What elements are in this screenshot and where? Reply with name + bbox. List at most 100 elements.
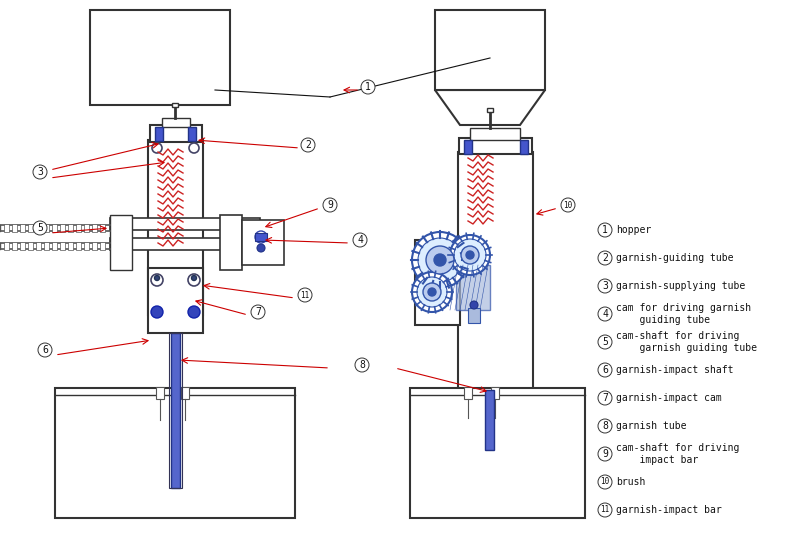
Circle shape <box>598 251 612 265</box>
Bar <box>110 215 132 270</box>
Bar <box>468 308 480 323</box>
Bar <box>155 127 163 141</box>
Bar <box>148 140 203 315</box>
Polygon shape <box>456 265 490 310</box>
Text: 5: 5 <box>37 223 43 233</box>
Circle shape <box>418 238 462 282</box>
Bar <box>36 224 41 232</box>
Text: 8: 8 <box>359 360 365 370</box>
Circle shape <box>598 419 612 433</box>
Circle shape <box>561 198 575 212</box>
Circle shape <box>155 276 159 280</box>
Text: garnish-impact cam: garnish-impact cam <box>616 393 722 403</box>
Circle shape <box>188 306 200 318</box>
Circle shape <box>598 391 612 405</box>
Circle shape <box>450 235 490 275</box>
Bar <box>84 224 89 232</box>
Circle shape <box>598 363 612 377</box>
Bar <box>110 218 260 230</box>
Circle shape <box>151 306 163 318</box>
Bar <box>100 224 105 232</box>
Bar <box>44 242 49 250</box>
Circle shape <box>466 251 474 259</box>
Circle shape <box>33 221 47 235</box>
Circle shape <box>423 283 441 301</box>
Bar <box>28 242 33 250</box>
Bar <box>76 242 81 250</box>
Circle shape <box>255 231 267 243</box>
Bar <box>181 387 189 399</box>
Circle shape <box>151 274 163 286</box>
Bar <box>55 388 295 518</box>
Bar <box>90 10 230 105</box>
Bar <box>171 333 180 488</box>
Bar <box>68 242 73 250</box>
Circle shape <box>189 143 199 153</box>
Bar <box>36 242 41 250</box>
Text: brush: brush <box>616 477 646 487</box>
Bar <box>470 128 520 140</box>
Circle shape <box>461 246 479 264</box>
Bar <box>92 224 97 232</box>
Circle shape <box>598 223 612 237</box>
Text: 11: 11 <box>601 506 610 515</box>
Bar <box>20 242 25 250</box>
Circle shape <box>470 301 478 309</box>
Circle shape <box>353 233 367 247</box>
Bar <box>188 127 196 141</box>
Circle shape <box>454 239 486 271</box>
Bar <box>76 224 81 232</box>
Text: garnish-guiding tube: garnish-guiding tube <box>616 253 734 263</box>
Circle shape <box>412 272 452 312</box>
Circle shape <box>598 503 612 517</box>
Circle shape <box>434 254 446 266</box>
Text: cam for driving garnish
    guiding tube: cam for driving garnish guiding tube <box>616 303 751 325</box>
Text: 9: 9 <box>327 200 333 210</box>
Bar <box>44 224 49 232</box>
Bar <box>12 224 17 232</box>
Circle shape <box>38 343 52 357</box>
Text: 6: 6 <box>42 345 48 355</box>
Text: 11: 11 <box>300 291 310 300</box>
Bar <box>60 242 65 250</box>
Bar <box>156 387 164 399</box>
Text: hopper: hopper <box>616 225 651 235</box>
Text: 1: 1 <box>602 225 608 235</box>
Text: 1: 1 <box>365 82 371 92</box>
Circle shape <box>417 277 447 307</box>
Circle shape <box>152 143 162 153</box>
Bar <box>4 224 9 232</box>
Circle shape <box>412 232 468 288</box>
Bar <box>485 390 494 450</box>
Bar <box>20 224 25 232</box>
Bar <box>464 387 472 399</box>
Bar <box>491 387 499 399</box>
Bar <box>52 224 57 232</box>
Text: 9: 9 <box>602 449 608 459</box>
Circle shape <box>191 276 196 280</box>
Bar <box>169 333 182 488</box>
Bar <box>162 118 190 127</box>
Bar <box>242 220 284 265</box>
Circle shape <box>257 244 265 252</box>
Text: 4: 4 <box>357 235 363 245</box>
Text: 3: 3 <box>37 167 43 177</box>
Circle shape <box>323 198 337 212</box>
Bar <box>458 152 533 392</box>
Text: garnish-impact shaft: garnish-impact shaft <box>616 365 734 375</box>
Text: 4: 4 <box>602 309 608 319</box>
Polygon shape <box>435 90 545 125</box>
Bar <box>148 268 203 333</box>
Text: 2: 2 <box>305 140 311 150</box>
Circle shape <box>251 305 265 319</box>
Text: 5: 5 <box>602 337 608 347</box>
Text: 2: 2 <box>602 253 608 263</box>
Text: 7: 7 <box>255 307 261 317</box>
Circle shape <box>598 279 612 293</box>
Circle shape <box>598 307 612 321</box>
Bar <box>435 10 545 90</box>
Bar <box>172 103 178 107</box>
Circle shape <box>188 274 200 286</box>
Bar <box>410 388 585 518</box>
Text: 7: 7 <box>602 393 608 403</box>
